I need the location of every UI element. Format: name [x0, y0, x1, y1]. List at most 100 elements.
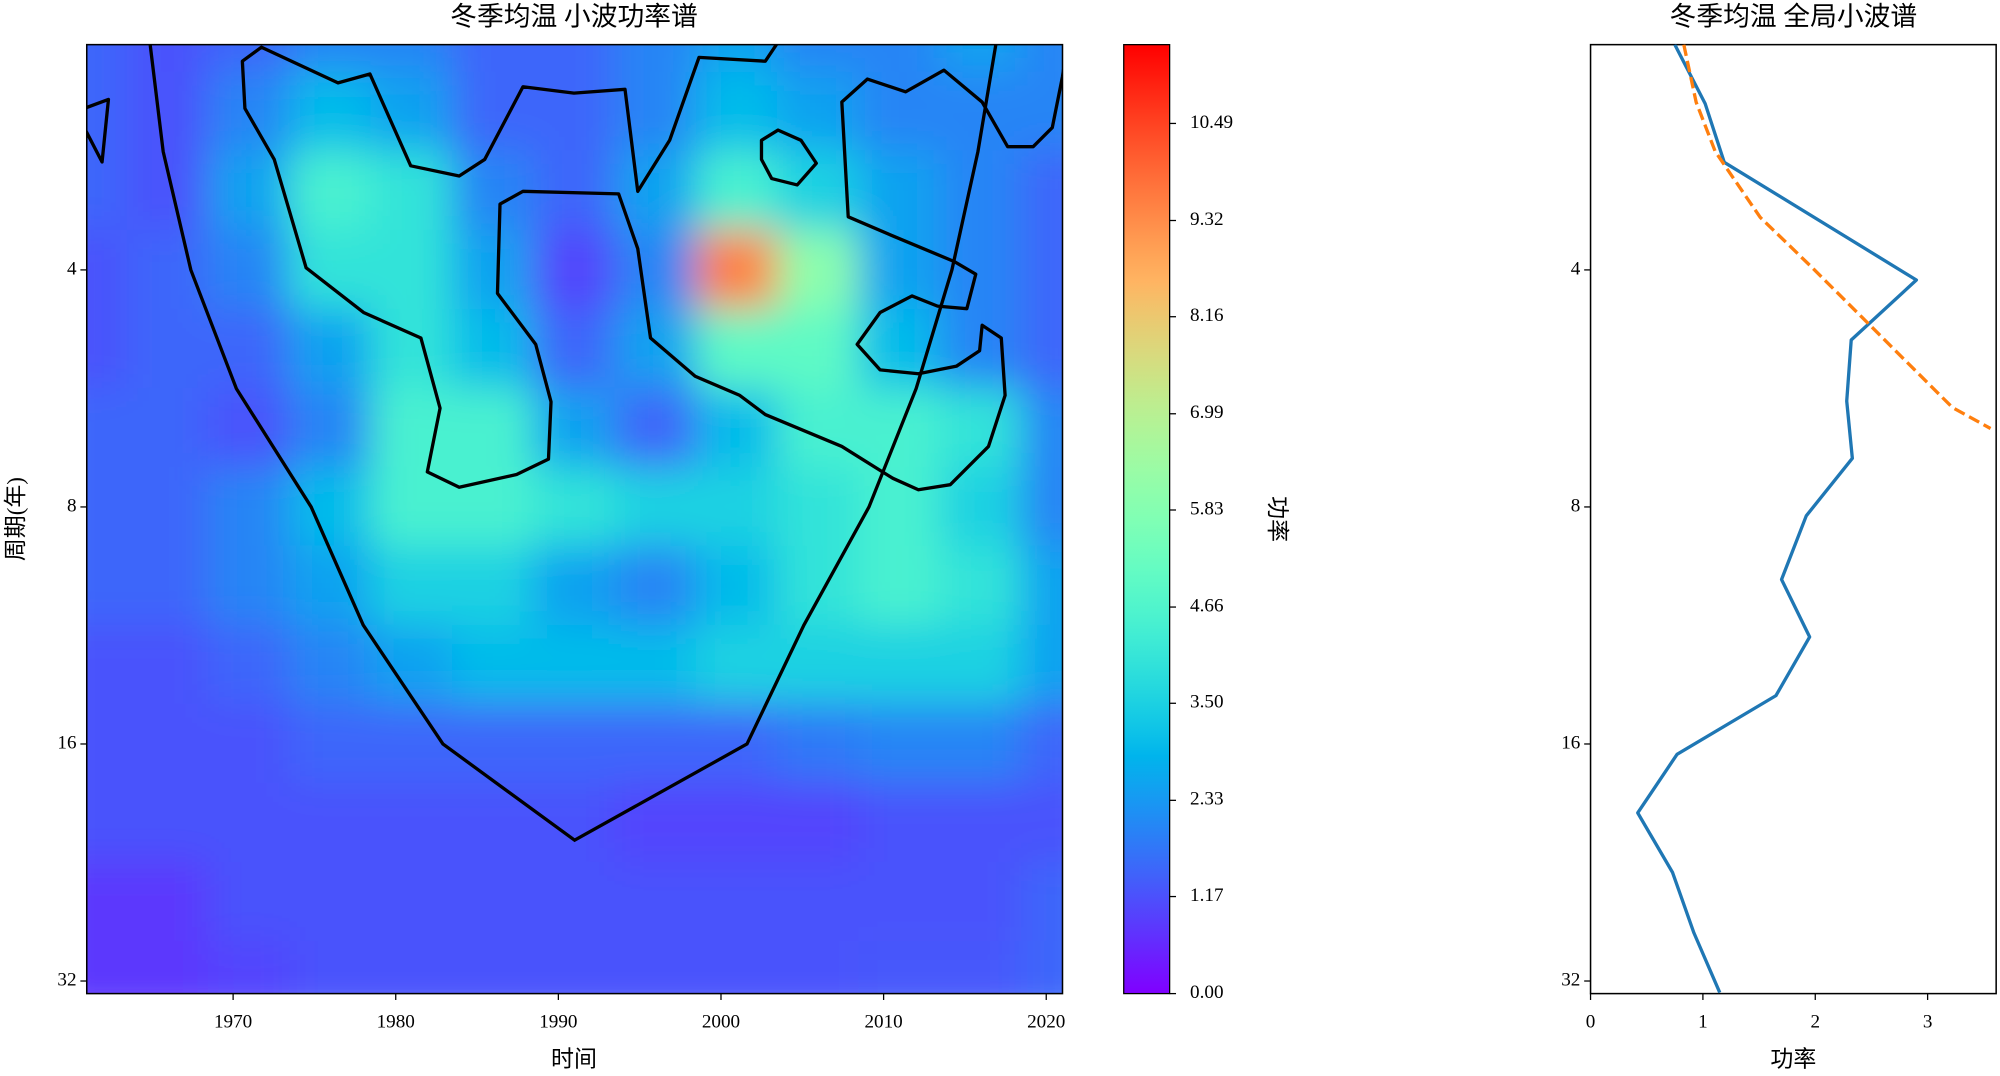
x-tick-label: 0	[1586, 1011, 1596, 1032]
heat-cell	[533, 703, 616, 785]
heat-cell	[614, 466, 698, 548]
colorbar-tick-label: 5.83	[1190, 498, 1223, 519]
chart-title: 冬季均温 全局小波谱	[1670, 1, 1918, 31]
x-tick-label: 2020	[1027, 1011, 1065, 1032]
heat-cell	[86, 44, 129, 74]
heat-cell	[86, 229, 129, 311]
heat-cell	[289, 44, 372, 74]
heat-cell	[126, 308, 210, 390]
heat-cell	[86, 782, 129, 864]
heat-cell	[289, 150, 372, 231]
heat-cell	[208, 545, 291, 627]
heat-cell	[939, 545, 1023, 627]
heat-cell	[1021, 545, 1063, 627]
heat-cell	[858, 545, 942, 627]
series-line	[1636, 44, 1919, 994]
heat-cell	[370, 466, 454, 548]
heat-cell	[208, 44, 291, 74]
heat-cell	[126, 782, 210, 864]
heat-cell	[1021, 150, 1063, 231]
heat-cell	[208, 861, 291, 943]
heat-cell	[1021, 387, 1063, 469]
heat-cell	[1021, 703, 1063, 785]
heat-cell	[86, 308, 129, 390]
heat-cell	[370, 545, 454, 627]
colorbar-label: 功率	[1265, 496, 1290, 542]
heat-cell	[370, 44, 454, 74]
heat-cell	[939, 940, 1023, 994]
heat-cell	[452, 308, 535, 390]
heat-cell	[452, 703, 535, 785]
y-tick-label: 32	[57, 969, 76, 990]
heat-cell	[126, 545, 210, 627]
heat-cell	[126, 703, 210, 785]
heat-cell	[86, 387, 129, 469]
heat-cell	[86, 624, 129, 706]
heat-cell	[533, 466, 616, 548]
y-tick-label: 8	[67, 495, 77, 516]
x-tick-label: 2	[1810, 1011, 1820, 1032]
heat-cell	[289, 229, 372, 311]
heat-cell	[533, 940, 616, 994]
heat-cell	[289, 624, 372, 706]
heat-cell	[533, 44, 616, 74]
heat-cell	[452, 150, 535, 231]
heat-cell	[1021, 624, 1063, 706]
heat-cell	[695, 782, 779, 864]
heat-cell	[208, 466, 291, 548]
heat-cell	[452, 229, 535, 311]
heat-cell	[695, 387, 779, 469]
colorbar-tick-label: 10.49	[1190, 112, 1233, 133]
heat-cell	[533, 308, 616, 390]
contour	[759, 128, 818, 187]
heat-cell	[1021, 308, 1063, 390]
heat-cell	[208, 229, 291, 311]
heat-cell	[370, 71, 454, 153]
lines	[1636, 44, 1992, 994]
heat-cell	[695, 466, 779, 548]
heat-cell	[452, 71, 535, 153]
heat-cell	[858, 940, 942, 994]
heatmap	[86, 44, 1063, 994]
heat-cell	[126, 71, 210, 153]
heat-cell	[533, 624, 616, 706]
heat-cell	[452, 545, 535, 627]
heat-cell	[86, 466, 129, 548]
heat-cell	[614, 44, 698, 74]
heat-cell	[452, 940, 535, 994]
heat-cell	[533, 71, 616, 153]
heat-cell	[614, 545, 698, 627]
x-axis-label: 功率	[1770, 1046, 1816, 1071]
colorbar-tick-label: 2.33	[1190, 789, 1223, 810]
y-tick-label: 8	[1571, 495, 1581, 516]
heat-cell	[1021, 782, 1063, 864]
heat-cell	[126, 466, 210, 548]
x-tick-label: 2010	[864, 1011, 902, 1032]
heat-cell	[614, 703, 698, 785]
heat-cell	[939, 466, 1023, 548]
heat-cell	[126, 387, 210, 469]
heat-cell	[289, 71, 372, 153]
heat-cell	[695, 545, 779, 627]
heat-cell	[208, 940, 291, 994]
heat-cell	[1021, 466, 1063, 548]
heat-cell	[614, 229, 698, 311]
colorbar-tick-label: 1.17	[1190, 885, 1224, 906]
colorbar-tick-label: 6.99	[1190, 402, 1223, 423]
heat-cell	[126, 229, 210, 311]
heat-cell	[126, 624, 210, 706]
y-axis-label: 周期(年)	[3, 477, 28, 561]
heat-cell	[858, 44, 942, 74]
heat-cell	[614, 624, 698, 706]
heat-cell	[452, 782, 535, 864]
heat-cell	[939, 150, 1023, 231]
heat-cell	[777, 71, 860, 153]
heat-cell	[777, 308, 860, 390]
y-tick-label: 32	[1561, 969, 1580, 990]
heat-cell	[695, 71, 779, 153]
heat-cell	[370, 940, 454, 994]
heat-cell	[858, 150, 942, 231]
significance-contours	[86, 44, 1063, 492]
heat-cell	[858, 229, 942, 311]
